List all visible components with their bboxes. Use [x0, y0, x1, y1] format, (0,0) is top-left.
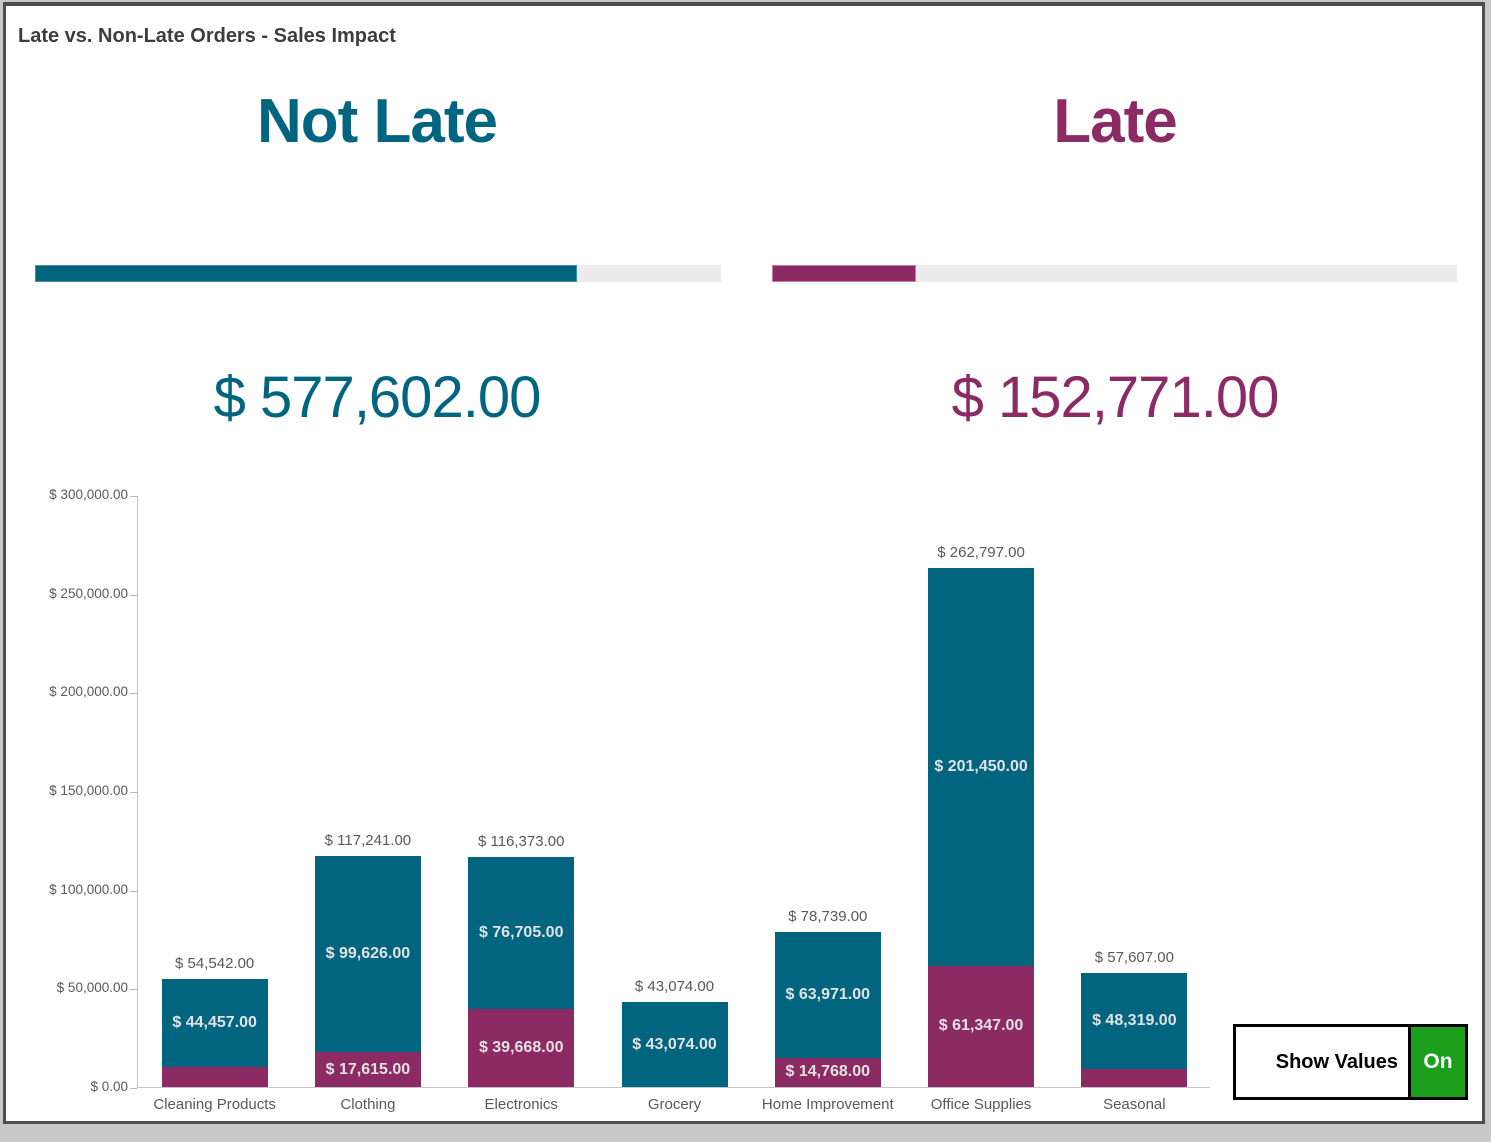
y-axis-label: $ 150,000.00: [49, 783, 128, 798]
x-axis-label-cleaning-products: Cleaning Products: [153, 1096, 276, 1113]
bar-segment-not-late-clothing[interactable]: $ 99,626.00: [314, 855, 421, 1053]
x-axis-label-seasonal: Seasonal: [1103, 1096, 1166, 1113]
bar-segment-value: $ 48,319.00: [1092, 1012, 1177, 1029]
bar-total-label-grocery: $ 43,074.00: [634, 978, 715, 996]
bar-segment-value: $ 61,347.00: [938, 1017, 1024, 1035]
bar-segment-late-seasonal[interactable]: [1081, 1068, 1188, 1087]
bar-total-label-home-improvement: $ 78,739.00: [788, 907, 868, 925]
bar-segment-not-late-electronics[interactable]: $ 76,705.00: [468, 857, 575, 1009]
x-axis-label-clothing: Clothing: [340, 1096, 396, 1113]
kpi-not-late-gauge-fill: [35, 265, 577, 282]
bar-segment-not-late-seasonal[interactable]: $ 48,319.00: [1081, 973, 1188, 1069]
bar-segment-not-late-home-improvement[interactable]: $ 63,971.00: [774, 931, 881, 1058]
bar-segment-value: $ 201,450.00: [934, 758, 1028, 776]
bar-segment-not-late-office-supplies[interactable]: $ 201,450.00: [928, 568, 1035, 966]
y-axis-label: $ 100,000.00: [49, 881, 128, 897]
bar-segment-value: $ 44,457.00: [172, 1014, 257, 1032]
y-axis-label: $ 0.00: [90, 1079, 128, 1094]
x-axis-label-grocery: Grocery: [647, 1096, 702, 1113]
y-axis-label: $ 50,000.00: [56, 980, 128, 996]
y-axis-label: $ 250,000.00: [49, 585, 128, 601]
show-values-on-button[interactable]: On: [1408, 1027, 1465, 1097]
bar-total-label-office-supplies: $ 262,797.00: [937, 544, 1025, 562]
bar-segment-value: $ 63,971.00: [785, 985, 871, 1003]
show-values-toggle-label: Show Values: [1275, 1050, 1398, 1073]
x-axis-label-office-supplies: Office Supplies: [930, 1096, 1032, 1113]
bar-segment-late-cleaning-products[interactable]: [161, 1067, 268, 1087]
show-values-toggle[interactable]: Show Values On: [1233, 1024, 1468, 1100]
y-axis-tick: [130, 792, 137, 793]
x-axis-label-home-improvement: Home Improvement: [761, 1096, 894, 1113]
bar-segment-value: $ 39,668.00: [478, 1038, 564, 1056]
bar-segment-late-office-supplies[interactable]: $ 61,347.00: [928, 965, 1035, 1087]
bar-segment-value: $ 14,768.00: [785, 1063, 871, 1081]
kpi-late-value: $ 152,771.00: [951, 365, 1280, 430]
bar-total-label-clothing: $ 117,241.00: [324, 831, 412, 849]
y-axis-tick: [130, 496, 137, 497]
bar-total-label-seasonal: $ 57,607.00: [1094, 949, 1174, 967]
y-axis-tick: [130, 890, 137, 892]
bar-segment-value: $ 76,705.00: [478, 924, 564, 942]
kpi-late-gauge: [772, 265, 1457, 282]
y-axis-tick: [130, 594, 137, 596]
y-axis-label: $ 200,000.00: [49, 684, 128, 700]
bar-segment-value: $ 99,626.00: [325, 944, 411, 962]
y-axis-tick: [130, 693, 137, 695]
kpi-late-title: Late: [1053, 87, 1177, 156]
bar-total-label-cleaning-products: $ 54,542.00: [175, 955, 255, 973]
kpi-late-gauge-fill: [772, 265, 916, 282]
kpi-not-late-title: Not Late: [257, 87, 498, 156]
y-axis-tick: [130, 989, 137, 991]
y-axis-tick: [130, 1088, 137, 1089]
bar-segment-value: $ 43,074.00: [632, 1035, 717, 1053]
bar-segment-not-late-grocery[interactable]: $ 43,074.00: [621, 1002, 728, 1087]
page-title: Late vs. Non-Late Orders - Sales Impact: [18, 25, 396, 47]
y-axis-label: $ 300,000.00: [49, 487, 128, 502]
bar-segment-value: $ 17,615.00: [325, 1060, 411, 1078]
bar-segment-late-electronics[interactable]: $ 39,668.00: [468, 1008, 575, 1087]
x-axis-label-electronics: Electronics: [484, 1096, 558, 1113]
window-frame: [3, 2, 1485, 1124]
kpi-not-late-gauge: [35, 265, 721, 282]
bar-segment-late-clothing[interactable]: $ 17,615.00: [314, 1052, 421, 1087]
plot-area: $ 44,457.00 $ 54,542.00 Cleaning Products $…: [137, 496, 1210, 1113]
bar-segment-not-late-cleaning-products[interactable]: $ 44,457.00: [161, 979, 268, 1068]
kpi-not-late-value: $ 577,602.00: [213, 365, 542, 430]
bar-total-label-electronics: $ 116,373.00: [477, 833, 565, 851]
bar-segment-late-home-improvement[interactable]: $ 14,768.00: [774, 1057, 881, 1087]
